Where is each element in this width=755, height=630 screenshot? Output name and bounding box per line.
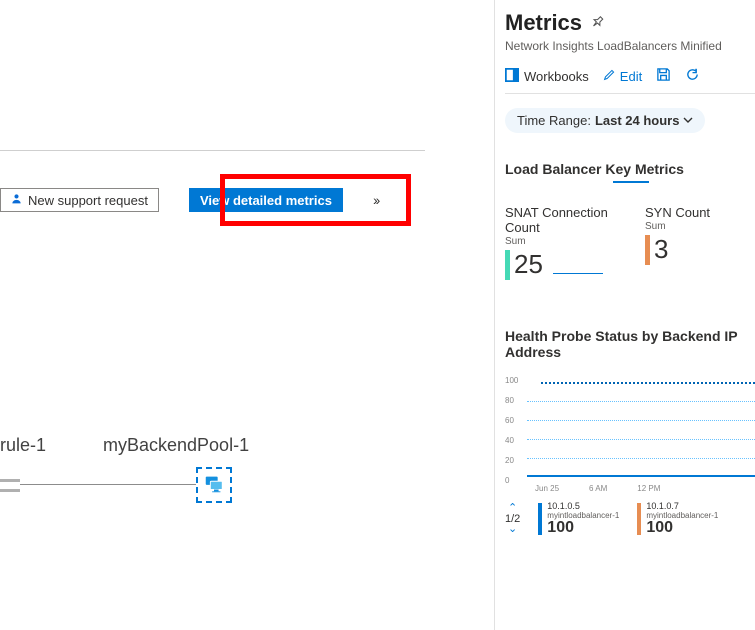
kpi-syn: SYN Count Sum 3 [645, 205, 755, 280]
topology-line [0, 479, 20, 482]
workbooks-label: Workbooks [524, 69, 589, 84]
kpi-sub: Sum [505, 236, 617, 247]
backend-pool-node[interactable] [196, 467, 232, 503]
more-chevron-icon[interactable]: ›› [373, 192, 378, 208]
topology-rule-label: rule-1 [0, 435, 46, 456]
topology-connector [20, 484, 196, 485]
time-range-selector[interactable]: Time Range: Last 24 hours [505, 108, 705, 133]
heading-underline [613, 181, 649, 183]
y-axis: 100 80 60 40 20 0 [505, 376, 518, 496]
topology-pool-label: myBackendPool-1 [103, 435, 249, 456]
kpi-sub: Sum [645, 221, 755, 232]
metrics-pane: Metrics Network Insights LoadBalancers M… [494, 0, 755, 630]
divider [505, 93, 755, 94]
refresh-icon[interactable] [685, 67, 700, 85]
kpi-value: 3 [654, 234, 668, 265]
server-icon [203, 473, 225, 498]
pencil-icon [603, 68, 616, 84]
edit-label: Edit [620, 69, 642, 84]
legend-pager: ⌃ 1/2 ⌄ [505, 504, 520, 534]
key-metrics-heading: Load Balancer Key Metrics [505, 161, 755, 177]
legend-ip: 10.1.0.5 [547, 501, 619, 511]
pager-up-icon[interactable]: ⌃ [508, 504, 517, 513]
legend-ip: 10.1.0.7 [646, 501, 718, 511]
legend-item: 10.1.0.7 myintloadbalancer-1 100 [637, 501, 718, 536]
view-detailed-metrics-button[interactable]: View detailed metrics [189, 188, 343, 212]
new-support-request-button[interactable]: New support request [0, 188, 159, 212]
legend-value: 100 [646, 520, 718, 536]
metrics-toolbar: Workbooks Edit [505, 67, 755, 85]
probe-chart: 100 80 60 40 20 0 Jun 25 6 AM 12 PM [505, 376, 755, 491]
sparkline [553, 256, 603, 274]
chart-legend: ⌃ 1/2 ⌄ 10.1.0.5 myintloadbalancer-1 100… [505, 501, 755, 536]
pager-down-icon[interactable]: ⌄ [508, 525, 517, 534]
kpi-color-bar [505, 250, 510, 280]
kpi-snat: SNAT Connection Count Sum 25 [505, 205, 617, 280]
left-pane: New support request View detailed metric… [0, 0, 494, 630]
edit-button[interactable]: Edit [603, 68, 642, 84]
legend-item: 10.1.0.5 myintloadbalancer-1 100 [538, 501, 619, 536]
divider [0, 150, 425, 151]
person-icon [11, 193, 22, 207]
legend-color-bar [637, 503, 641, 535]
kpi-value: 25 [514, 249, 543, 280]
workbook-icon [505, 68, 519, 85]
pin-icon[interactable] [586, 13, 607, 34]
time-range-value: Last 24 hours [595, 113, 680, 128]
save-icon[interactable] [656, 67, 671, 85]
chart-grid [527, 382, 755, 477]
action-toolbar: New support request View detailed metric… [0, 188, 378, 212]
metrics-title-row: Metrics [505, 10, 755, 36]
metrics-subtitle: Network Insights LoadBalancers Minified [505, 39, 755, 53]
new-support-request-label: New support request [28, 193, 148, 208]
kpi-label: SYN Count [645, 205, 755, 220]
chevron-down-icon [683, 113, 693, 128]
series-line [541, 382, 755, 384]
kpi-color-bar [645, 235, 650, 265]
metrics-title: Metrics [505, 10, 582, 36]
kpi-row: SNAT Connection Count Sum 25 SYN Count S… [505, 205, 755, 280]
workbooks-button[interactable]: Workbooks [505, 68, 589, 85]
kpi-label: SNAT Connection Count [505, 205, 617, 235]
topology-line [0, 489, 20, 492]
time-range-prefix: Time Range: [517, 113, 591, 128]
view-detailed-metrics-label: View detailed metrics [200, 193, 332, 208]
x-axis: Jun 25 6 AM 12 PM [535, 484, 660, 493]
probe-status-heading: Health Probe Status by Backend IP Addres… [505, 328, 755, 360]
legend-color-bar [538, 503, 542, 535]
legend-value: 100 [547, 520, 619, 536]
series-line [527, 475, 755, 477]
